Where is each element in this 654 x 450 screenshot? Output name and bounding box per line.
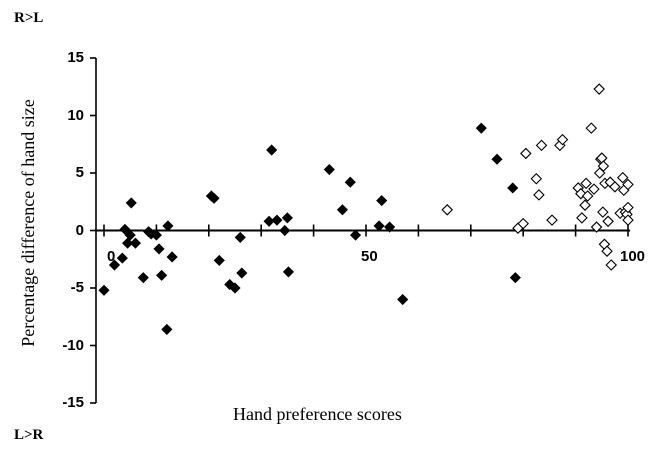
open-diamond-point (609, 181, 621, 193)
filled-diamond-point (234, 231, 246, 243)
filled-diamond-point (281, 212, 293, 224)
filled-diamond-point (122, 237, 134, 249)
y-tick-label: 15 (67, 49, 84, 66)
filled-diamond-point (124, 229, 136, 241)
open-diamond-point (579, 199, 591, 211)
y-tick-label: -10 (62, 336, 84, 354)
filled-diamond-point (156, 269, 168, 281)
x-tick-label: 50 (361, 247, 378, 265)
open-diamond-point (556, 133, 569, 146)
open-diamond-point (593, 83, 605, 95)
open-diamond-point (597, 160, 610, 172)
y-axis-title: Percentage difference of hand size (18, 99, 38, 347)
filled-diamond-point (137, 272, 149, 284)
filled-diamond-point (150, 229, 162, 241)
open-diamond-point (602, 215, 614, 228)
filled-diamond-point (282, 266, 295, 278)
filled-diamond-point (229, 282, 241, 294)
open-diamond-point (597, 206, 609, 218)
open-diamond-point (520, 147, 532, 160)
y-tick-label: 5 (75, 164, 84, 181)
y-tick-label: -15 (62, 394, 84, 411)
open-diamond-point (616, 171, 629, 184)
filled-diamond-point (98, 284, 110, 296)
y-tick-label: -5 (70, 279, 84, 296)
corner-label-top: R>L (14, 10, 44, 26)
filled-diamond-point (119, 223, 131, 235)
filled-diamond-point (491, 153, 503, 165)
filled-diamond-point (116, 252, 128, 264)
open-diamond-point (441, 204, 453, 216)
x-tick-label: 100 (620, 247, 646, 265)
open-diamond-point (622, 201, 634, 214)
filled-diamond-point (161, 323, 173, 335)
filled-diamond-point (208, 192, 220, 204)
filled-diamond-point (271, 214, 283, 226)
filled-diamond-point (266, 144, 278, 156)
open-diamond-point (546, 214, 558, 226)
open-diamond-point (580, 177, 592, 190)
filled-diamond-point (475, 122, 487, 134)
filled-diamond-point (125, 197, 137, 209)
filled-diamond-point (349, 229, 362, 241)
filled-diamond-point (507, 182, 519, 194)
y-tick-label: 0 (75, 221, 84, 239)
filled-diamond-point (384, 221, 396, 233)
open-diamond-point (590, 221, 603, 233)
open-diamond-point (576, 212, 588, 224)
axes (90, 57, 630, 404)
open-diamond-point (533, 189, 545, 201)
data-markers (98, 83, 634, 335)
open-diamond-point (622, 178, 634, 191)
filled-diamond-point (376, 195, 388, 207)
filled-diamond-point (213, 254, 225, 266)
filled-diamond-point (323, 163, 335, 176)
y-tick-label: 10 (67, 106, 84, 124)
filled-diamond-point (336, 204, 348, 216)
open-diamond-point (601, 245, 613, 257)
open-diamond-point (605, 259, 618, 271)
filled-diamond-point (397, 293, 409, 306)
filled-diamond-point (162, 220, 174, 232)
filled-diamond-point (166, 251, 178, 263)
open-diamond-point (530, 172, 543, 185)
open-diamond-point (622, 214, 634, 226)
filled-diamond-point (236, 267, 248, 279)
filled-diamond-point (509, 272, 521, 284)
filled-diamond-point (129, 237, 142, 249)
open-diamond-point (581, 190, 594, 202)
filled-diamond-point (279, 224, 291, 237)
filled-diamond-point (153, 243, 165, 255)
open-diamond-point (535, 139, 548, 152)
corner-label-bottom: L>R (14, 427, 44, 443)
x-tick-label: 0 (107, 247, 116, 265)
filled-diamond-point (344, 176, 356, 188)
open-diamond-point (585, 122, 598, 134)
open-diamond-point (517, 217, 529, 230)
open-diamond-point (588, 183, 600, 195)
x-axis-title: Hand preference scores (233, 404, 402, 424)
filled-diamond-point (373, 220, 385, 232)
filled-diamond-point (108, 259, 121, 271)
